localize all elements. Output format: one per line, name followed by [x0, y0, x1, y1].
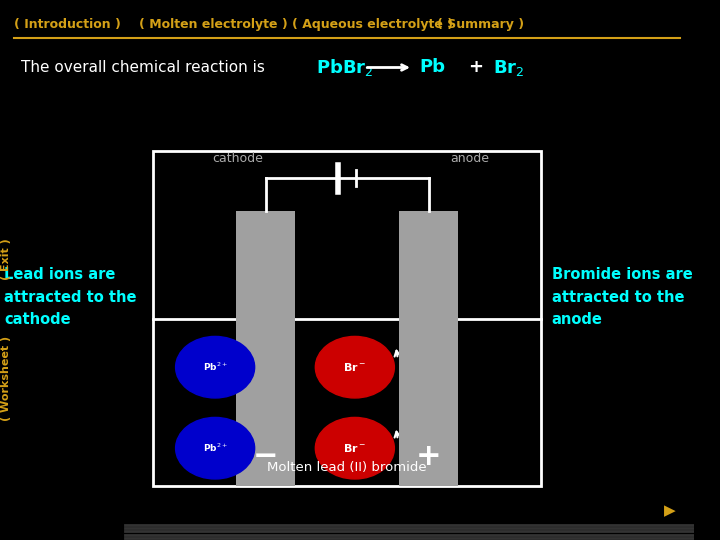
- Text: The overall chemical reaction is: The overall chemical reaction is: [22, 60, 265, 75]
- Text: Br$_2$: Br$_2$: [492, 57, 524, 78]
- Text: Br$^-$: Br$^-$: [343, 361, 366, 373]
- Text: +: +: [415, 442, 441, 471]
- Text: Pb$^{2+}$: Pb$^{2+}$: [202, 442, 228, 454]
- Text: ( Worksheet ): ( Worksheet ): [1, 335, 11, 421]
- Circle shape: [176, 336, 255, 398]
- Text: ( Molten electrolyte ): ( Molten electrolyte ): [139, 18, 288, 31]
- Text: +: +: [469, 58, 483, 77]
- Text: ( Aqueous electrolyte ): ( Aqueous electrolyte ): [292, 18, 453, 31]
- Text: Lead ions are
attracted to the
cathode: Lead ions are attracted to the cathode: [4, 267, 137, 327]
- Circle shape: [315, 417, 395, 479]
- Text: Pb$^{2+}$: Pb$^{2+}$: [202, 361, 228, 373]
- Text: Pb: Pb: [420, 58, 446, 77]
- Circle shape: [176, 417, 255, 479]
- Bar: [153, 151, 541, 486]
- Text: Bromide ions are
attracted to the
anode: Bromide ions are attracted to the anode: [552, 267, 693, 327]
- Bar: [236, 211, 295, 486]
- Text: Br$^-$: Br$^-$: [343, 442, 366, 454]
- Circle shape: [315, 336, 395, 398]
- Text: cathode: cathode: [212, 152, 264, 165]
- Text: −: −: [253, 442, 279, 471]
- Bar: [399, 211, 458, 486]
- Text: PbBr$_2$: PbBr$_2$: [316, 57, 374, 78]
- Text: ▶: ▶: [664, 503, 675, 518]
- Text: ( Summary ): ( Summary ): [437, 18, 524, 31]
- Text: Molten lead (II) bromide: Molten lead (II) bromide: [267, 461, 427, 474]
- Text: ( Exit ): ( Exit ): [1, 238, 11, 280]
- Text: ( Introduction ): ( Introduction ): [14, 18, 121, 31]
- Text: anode: anode: [451, 152, 490, 165]
